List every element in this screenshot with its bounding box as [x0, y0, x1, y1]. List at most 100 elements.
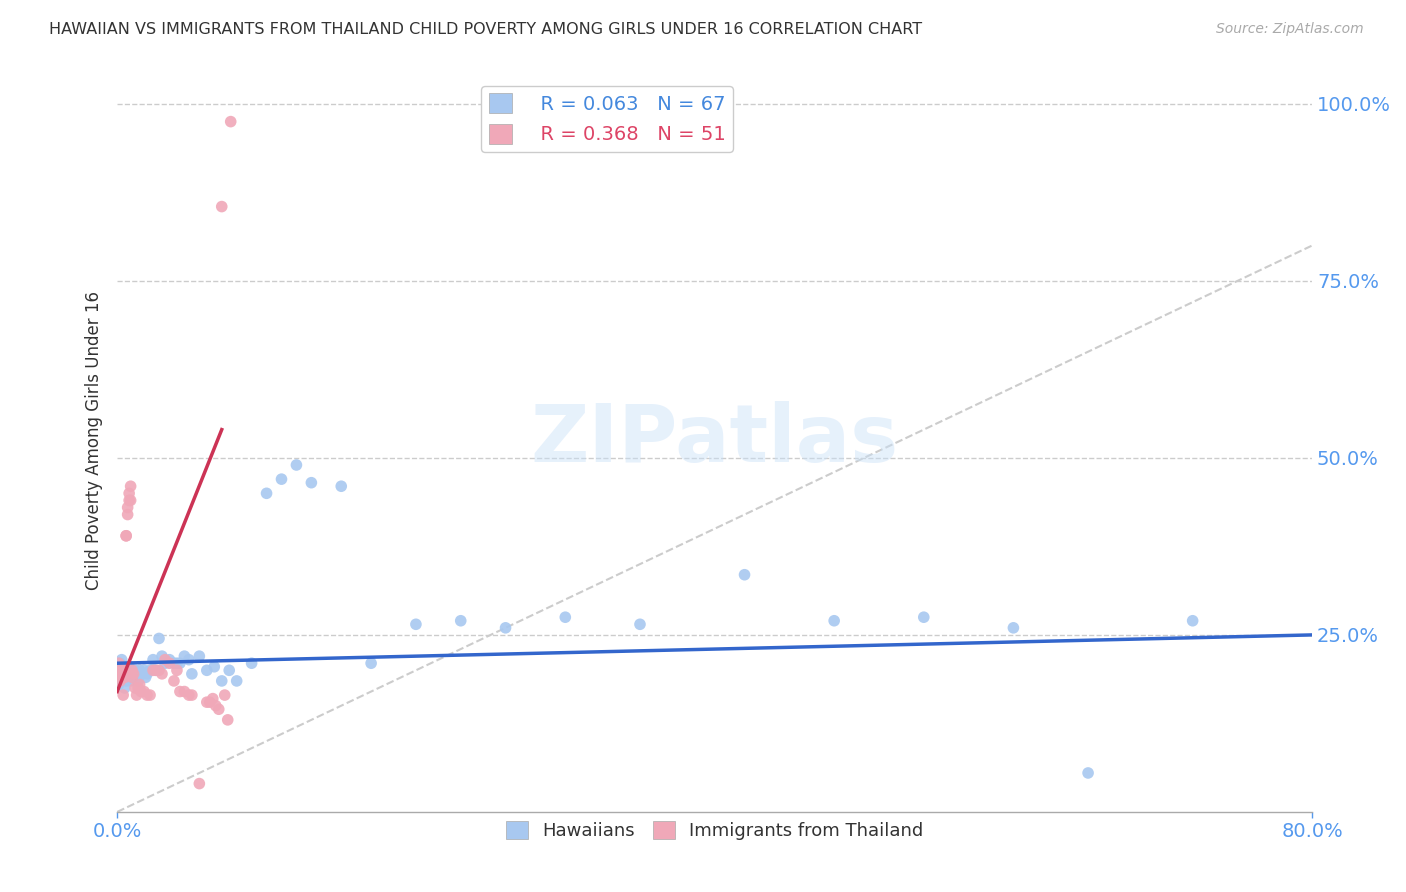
Point: [195, 663, 218, 677]
Point: [495, 621, 517, 635]
Text: Source: ZipAtlas.com: Source: ZipAtlas.com: [1216, 22, 1364, 37]
Point: [117, 666, 139, 681]
Point: [118, 659, 141, 673]
Point: [169, 684, 191, 698]
Point: [173, 649, 195, 664]
Point: [136, 688, 159, 702]
Point: [139, 688, 162, 702]
Point: [114, 659, 136, 673]
Point: [148, 632, 170, 646]
Point: [120, 493, 142, 508]
Point: [299, 475, 322, 490]
Point: [127, 681, 149, 695]
Point: [330, 479, 353, 493]
Point: [128, 677, 150, 691]
Y-axis label: Child Poverty Among Girls Under 16: Child Poverty Among Girls Under 16: [86, 291, 103, 590]
Point: [159, 653, 181, 667]
Point: [107, 666, 129, 681]
Legend:   R = 0.063   N = 67,   R = 0.368   N = 51: R = 0.063 N = 67, R = 0.368 N = 51: [481, 86, 733, 152]
Point: [121, 666, 143, 681]
Point: [112, 663, 135, 677]
Point: [188, 776, 211, 790]
Point: [180, 666, 202, 681]
Point: [218, 663, 240, 677]
Point: [120, 666, 142, 681]
Point: [169, 657, 191, 671]
Point: [115, 529, 138, 543]
Point: [111, 653, 134, 667]
Point: [1181, 614, 1204, 628]
Point: [114, 663, 136, 677]
Point: [108, 666, 131, 681]
Point: [150, 666, 173, 681]
Point: [208, 702, 231, 716]
Point: [114, 681, 136, 695]
Point: [240, 657, 263, 671]
Point: [122, 670, 145, 684]
Point: [202, 659, 225, 673]
Point: [198, 695, 221, 709]
Point: [121, 670, 143, 684]
Point: [285, 458, 308, 472]
Point: [554, 610, 576, 624]
Text: HAWAIIAN VS IMMIGRANTS FROM THAILAND CHILD POVERTY AMONG GIRLS UNDER 16 CORRELAT: HAWAIIAN VS IMMIGRANTS FROM THAILAND CHI…: [49, 22, 922, 37]
Point: [150, 649, 173, 664]
Point: [211, 200, 233, 214]
Point: [734, 567, 756, 582]
Point: [360, 657, 382, 671]
Point: [148, 663, 170, 677]
Point: [117, 500, 139, 515]
Point: [111, 663, 134, 677]
Point: [117, 508, 139, 522]
Point: [195, 695, 218, 709]
Point: [135, 670, 157, 684]
Point: [132, 684, 155, 698]
Point: [132, 663, 155, 677]
Point: [204, 698, 226, 713]
Point: [173, 684, 195, 698]
Point: [823, 614, 845, 628]
Point: [121, 663, 143, 677]
Point: [131, 666, 153, 681]
Point: [112, 670, 135, 684]
Point: [1002, 621, 1025, 635]
Point: [1077, 766, 1099, 780]
Point: [912, 610, 935, 624]
Point: [111, 673, 134, 688]
Point: [107, 657, 129, 671]
Point: [217, 713, 239, 727]
Point: [142, 663, 165, 677]
Point: [270, 472, 292, 486]
Point: [118, 493, 141, 508]
Point: [108, 666, 131, 681]
Point: [118, 486, 141, 500]
Point: [256, 486, 278, 500]
Point: [450, 614, 472, 628]
Point: [125, 688, 148, 702]
Point: [142, 653, 165, 667]
Point: [211, 673, 233, 688]
Point: [122, 666, 145, 681]
Point: [159, 657, 181, 671]
Point: [201, 691, 224, 706]
Point: [153, 653, 176, 667]
Point: [111, 670, 134, 684]
Point: [177, 653, 200, 667]
Point: [112, 666, 135, 681]
Point: [163, 657, 186, 671]
Point: [108, 673, 131, 688]
Point: [118, 670, 141, 684]
Point: [114, 670, 136, 684]
Point: [153, 657, 176, 671]
Point: [128, 663, 150, 677]
Point: [225, 673, 247, 688]
Point: [115, 529, 138, 543]
Point: [124, 681, 146, 695]
Point: [136, 666, 159, 681]
Point: [177, 688, 200, 702]
Point: [180, 688, 202, 702]
Point: [139, 663, 162, 677]
Point: [129, 684, 152, 698]
Point: [163, 673, 186, 688]
Point: [129, 666, 152, 681]
